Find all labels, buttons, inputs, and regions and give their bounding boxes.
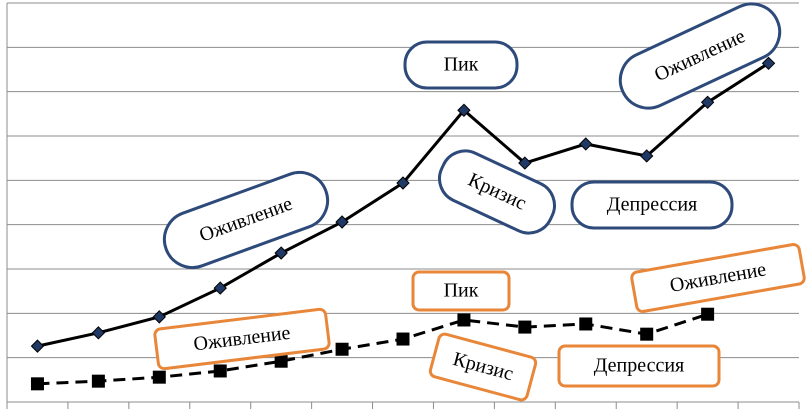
- marker: [335, 215, 349, 229]
- marker: [152, 310, 167, 324]
- annotation-text: Депрессия: [607, 194, 698, 216]
- marker: [457, 103, 471, 117]
- marker: [761, 56, 776, 71]
- marker: [579, 137, 593, 151]
- annotation: Депрессия: [557, 344, 721, 388]
- annotation-text: Пик: [444, 54, 479, 76]
- annotation-box: [162, 171, 330, 269]
- marker: [91, 326, 106, 340]
- marker: [213, 364, 227, 378]
- marker: [274, 246, 288, 260]
- marker: [91, 374, 105, 388]
- marker: [396, 176, 410, 190]
- marker: [700, 95, 715, 110]
- annotation: Пик: [403, 40, 519, 90]
- annotation-box: [618, 2, 782, 110]
- marker: [274, 354, 288, 368]
- annotation-text: Депрессия: [594, 355, 685, 377]
- annotation: Кризис: [428, 332, 538, 402]
- annotation-box: [630, 242, 806, 314]
- marker: [518, 156, 532, 170]
- annotation: Оживление: [153, 307, 331, 371]
- annotation: Депрессия: [570, 180, 734, 230]
- marker: [640, 327, 654, 341]
- annotation: Оживление: [162, 171, 330, 269]
- marker: [30, 377, 44, 391]
- annotation: Оживление: [618, 2, 782, 110]
- annotation-text: Пик: [444, 280, 479, 302]
- annotation-box: [153, 307, 331, 371]
- marker: [518, 320, 532, 334]
- marker: [701, 307, 715, 321]
- annotation-box: [557, 344, 721, 388]
- annotation: Оживление: [630, 242, 806, 314]
- annotation-box: [570, 180, 734, 230]
- annotation-box: [428, 332, 538, 402]
- marker: [152, 370, 166, 384]
- annotation-box: [438, 149, 556, 235]
- annotation: Пик: [411, 270, 511, 312]
- marker: [639, 149, 654, 163]
- annotation-box: [403, 40, 519, 90]
- annotation-box: [411, 270, 511, 312]
- marker: [396, 332, 410, 346]
- marker: [30, 339, 45, 353]
- marker: [335, 342, 349, 356]
- annotation: Кризис: [438, 149, 556, 235]
- marker: [579, 317, 593, 331]
- marker: [457, 313, 471, 327]
- marker: [213, 281, 227, 295]
